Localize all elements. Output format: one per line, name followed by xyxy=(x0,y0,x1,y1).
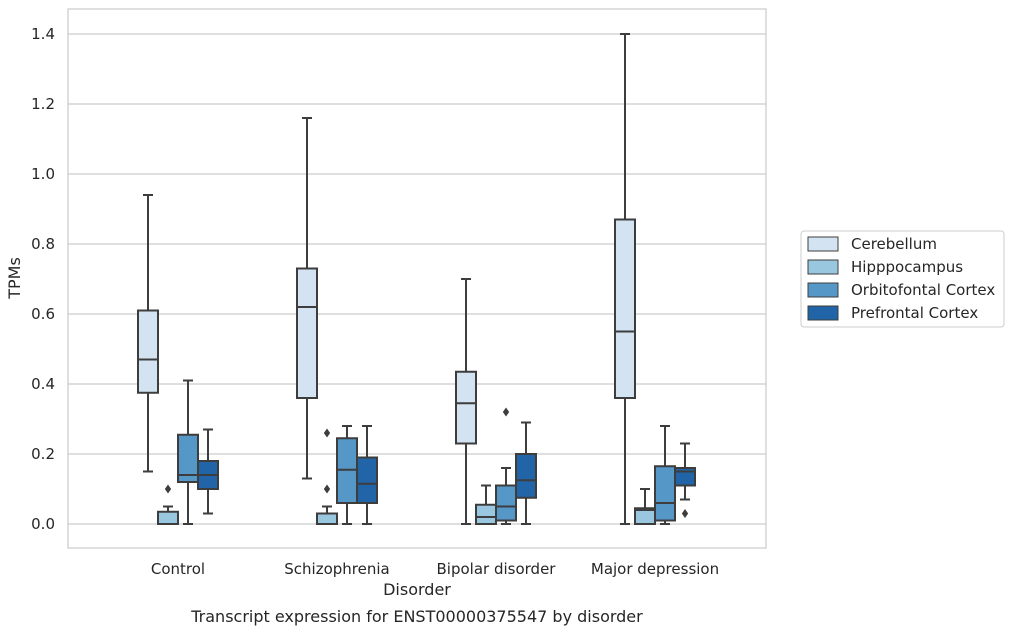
box-body xyxy=(654,465,676,522)
x-tick-label: Schizophrenia xyxy=(284,560,389,578)
y-tick-label: 0.4 xyxy=(31,375,55,393)
outlier-point xyxy=(502,407,510,417)
outlier-point xyxy=(323,428,331,438)
box-body xyxy=(137,309,159,394)
x-axis: Control Schizophrenia Bipolar disorder Majo… xyxy=(151,560,719,578)
outlier-point xyxy=(164,484,172,494)
box-orbitofontal-cortex xyxy=(177,379,199,525)
box-prefrontal-cortex xyxy=(674,442,696,518)
box-hipppocampus xyxy=(634,488,656,525)
outlier-point xyxy=(323,484,331,494)
y-axis: 0.0 0.2 0.4 0.6 0.8 1.0 1.2 1.4 xyxy=(31,25,55,533)
gridlines xyxy=(68,33,766,525)
y-tick-label: 0.2 xyxy=(31,445,55,463)
legend-label: Orbitofontal Cortex xyxy=(851,281,995,299)
box-orbitofontal-cortex xyxy=(654,425,676,525)
legend-label: Prefrontal Cortex xyxy=(851,304,978,322)
y-tick-label: 0.6 xyxy=(31,305,55,323)
box-cerebellum xyxy=(296,117,318,480)
box-cerebellum xyxy=(455,278,477,525)
legend-swatch xyxy=(807,282,839,298)
box-body xyxy=(614,218,636,399)
box-body xyxy=(475,503,497,525)
legend-label: Hipppocampus xyxy=(851,258,963,276)
legend-swatch xyxy=(807,305,839,321)
legend-swatch xyxy=(807,259,839,275)
plot-area xyxy=(67,8,767,549)
box-body xyxy=(316,512,338,525)
y-tick-label: 0.0 xyxy=(31,515,55,533)
box-hipppocampus xyxy=(475,484,497,525)
box-cerebellum xyxy=(614,33,636,525)
legend-frame xyxy=(800,230,1005,328)
box-body xyxy=(515,453,537,499)
y-tick-label: 1.0 xyxy=(31,165,55,183)
x-tick-label: Major depression xyxy=(591,560,719,578)
legend: Cerebellum Hipppocampus Orbitofontal Corte… xyxy=(800,230,1005,328)
box-body xyxy=(495,484,517,522)
box-prefrontal-cortex xyxy=(197,428,219,515)
outlier-point xyxy=(681,509,689,518)
box-body xyxy=(157,510,179,525)
y-axis-label: TPMs xyxy=(5,257,24,300)
x-axis-label: Disorder xyxy=(383,580,451,599)
y-tick-label: 1.2 xyxy=(31,95,55,113)
x-tick-label: Control xyxy=(151,560,205,578)
box-body xyxy=(356,456,378,504)
box-prefrontal-cortex xyxy=(356,425,378,525)
box-hipppocampus xyxy=(316,428,338,525)
legend-swatch xyxy=(807,236,839,252)
box-cerebellum xyxy=(137,194,159,473)
chart-caption: Transcript expression for ENST0000037554… xyxy=(190,607,643,626)
box-body xyxy=(296,267,318,399)
box-plots xyxy=(137,33,696,525)
box-orbitofontal-cortex xyxy=(336,425,358,525)
y-tick-label: 0.8 xyxy=(31,235,55,253)
y-tick-label: 1.4 xyxy=(31,25,55,43)
box-body xyxy=(177,433,199,483)
box-hipppocampus xyxy=(157,484,179,525)
legend-label: Cerebellum xyxy=(851,235,937,253)
box-body xyxy=(455,370,477,445)
box-prefrontal-cortex xyxy=(515,421,537,525)
x-tick-label: Bipolar disorder xyxy=(437,560,557,578)
box-orbitofontal-cortex xyxy=(495,407,517,525)
